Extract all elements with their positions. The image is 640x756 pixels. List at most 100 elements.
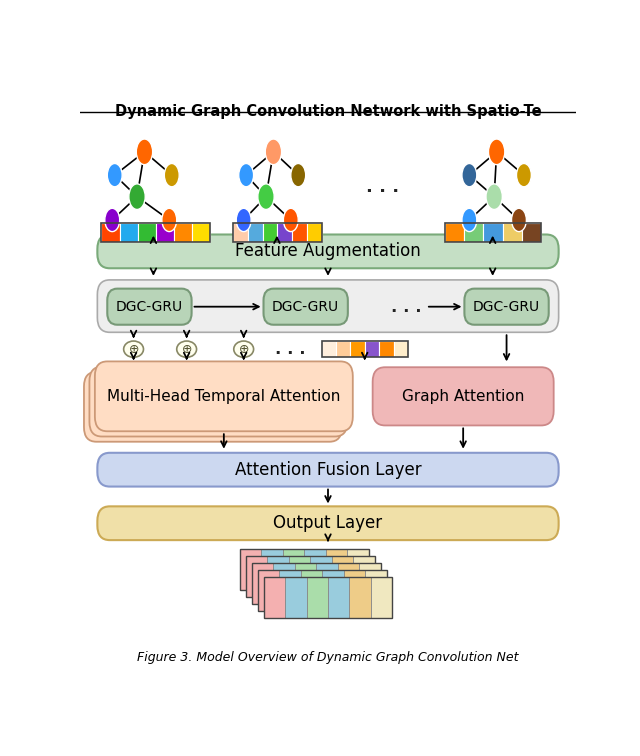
Bar (294, 562, 316, 603)
Bar (261, 549, 283, 590)
Ellipse shape (291, 163, 306, 187)
Bar (394, 341, 408, 358)
Bar (344, 570, 365, 611)
Bar (138, 224, 156, 242)
FancyBboxPatch shape (264, 289, 348, 325)
Bar (316, 562, 337, 603)
Bar (353, 556, 374, 596)
Bar (240, 549, 369, 590)
Bar (289, 556, 310, 596)
Ellipse shape (265, 139, 282, 165)
Text: Output Layer: Output Layer (273, 514, 383, 532)
FancyBboxPatch shape (97, 453, 559, 487)
Ellipse shape (234, 341, 253, 358)
Ellipse shape (284, 209, 298, 231)
Ellipse shape (486, 184, 502, 209)
Bar (277, 224, 292, 242)
Ellipse shape (511, 209, 527, 231)
Bar (380, 341, 394, 358)
Ellipse shape (108, 163, 122, 187)
Bar (233, 224, 322, 242)
Bar (522, 224, 541, 242)
Bar (301, 570, 322, 611)
Bar (285, 577, 307, 618)
Bar (365, 570, 387, 611)
Bar (174, 224, 192, 242)
Text: DGC-GRU: DGC-GRU (272, 299, 339, 314)
Bar (310, 556, 332, 596)
FancyBboxPatch shape (97, 234, 559, 268)
Ellipse shape (516, 163, 531, 187)
FancyBboxPatch shape (372, 367, 554, 426)
Bar (252, 562, 381, 603)
Ellipse shape (239, 163, 253, 187)
Text: Feature Augmentation: Feature Augmentation (235, 243, 421, 260)
Bar (337, 562, 359, 603)
Bar (246, 556, 267, 596)
Ellipse shape (124, 341, 143, 358)
Bar (351, 341, 365, 358)
Text: . . .: . . . (391, 298, 421, 316)
Bar (283, 549, 304, 590)
Bar (304, 549, 326, 590)
Bar (307, 224, 322, 242)
Bar (101, 224, 211, 242)
Bar (445, 224, 541, 242)
FancyBboxPatch shape (465, 289, 548, 325)
Bar (332, 556, 353, 596)
Bar (322, 570, 344, 611)
Bar (359, 562, 381, 603)
Text: $\oplus$: $\oplus$ (128, 342, 140, 355)
FancyBboxPatch shape (108, 289, 191, 325)
Ellipse shape (105, 209, 120, 231)
Bar (248, 224, 262, 242)
Bar (156, 224, 174, 242)
Bar (336, 341, 351, 358)
Bar (307, 577, 328, 618)
Bar (292, 224, 307, 242)
Ellipse shape (177, 341, 196, 358)
Bar (233, 224, 248, 242)
Text: $\oplus$: $\oplus$ (238, 342, 250, 355)
Ellipse shape (164, 163, 179, 187)
Bar (273, 562, 294, 603)
Ellipse shape (258, 184, 274, 209)
FancyBboxPatch shape (84, 372, 342, 442)
Bar (262, 224, 277, 242)
FancyBboxPatch shape (97, 507, 559, 540)
Bar (349, 577, 371, 618)
Text: . . .: . . . (366, 178, 399, 196)
Bar (101, 224, 120, 242)
Bar (120, 224, 138, 242)
Text: Graph Attention: Graph Attention (402, 389, 524, 404)
Bar (321, 341, 408, 358)
FancyBboxPatch shape (97, 280, 559, 333)
Text: $\oplus$: $\oplus$ (181, 342, 192, 355)
Text: Figure 3. Model Overview of Dynamic Graph Convolution Net: Figure 3. Model Overview of Dynamic Grap… (137, 651, 519, 664)
Bar (365, 341, 380, 358)
Text: Dynamic Graph Convolution Network with Spatio-Te: Dynamic Graph Convolution Network with S… (115, 104, 541, 119)
Text: . . .: . . . (275, 340, 306, 358)
FancyBboxPatch shape (90, 367, 348, 436)
Bar (257, 570, 279, 611)
Ellipse shape (488, 139, 505, 165)
Ellipse shape (136, 139, 153, 165)
Ellipse shape (162, 209, 177, 231)
Bar (240, 549, 261, 590)
Bar (192, 224, 211, 242)
Bar (246, 556, 374, 596)
Bar (252, 562, 273, 603)
Bar (371, 577, 392, 618)
Text: DGC-GRU: DGC-GRU (116, 299, 183, 314)
Ellipse shape (129, 184, 145, 209)
Bar (321, 341, 336, 358)
Bar (257, 570, 387, 611)
Text: DGC-GRU: DGC-GRU (473, 299, 540, 314)
FancyBboxPatch shape (95, 361, 353, 431)
Bar (445, 224, 464, 242)
Bar (347, 549, 369, 590)
Bar (279, 570, 301, 611)
Bar (483, 224, 502, 242)
Bar (264, 577, 392, 618)
Bar (326, 549, 347, 590)
